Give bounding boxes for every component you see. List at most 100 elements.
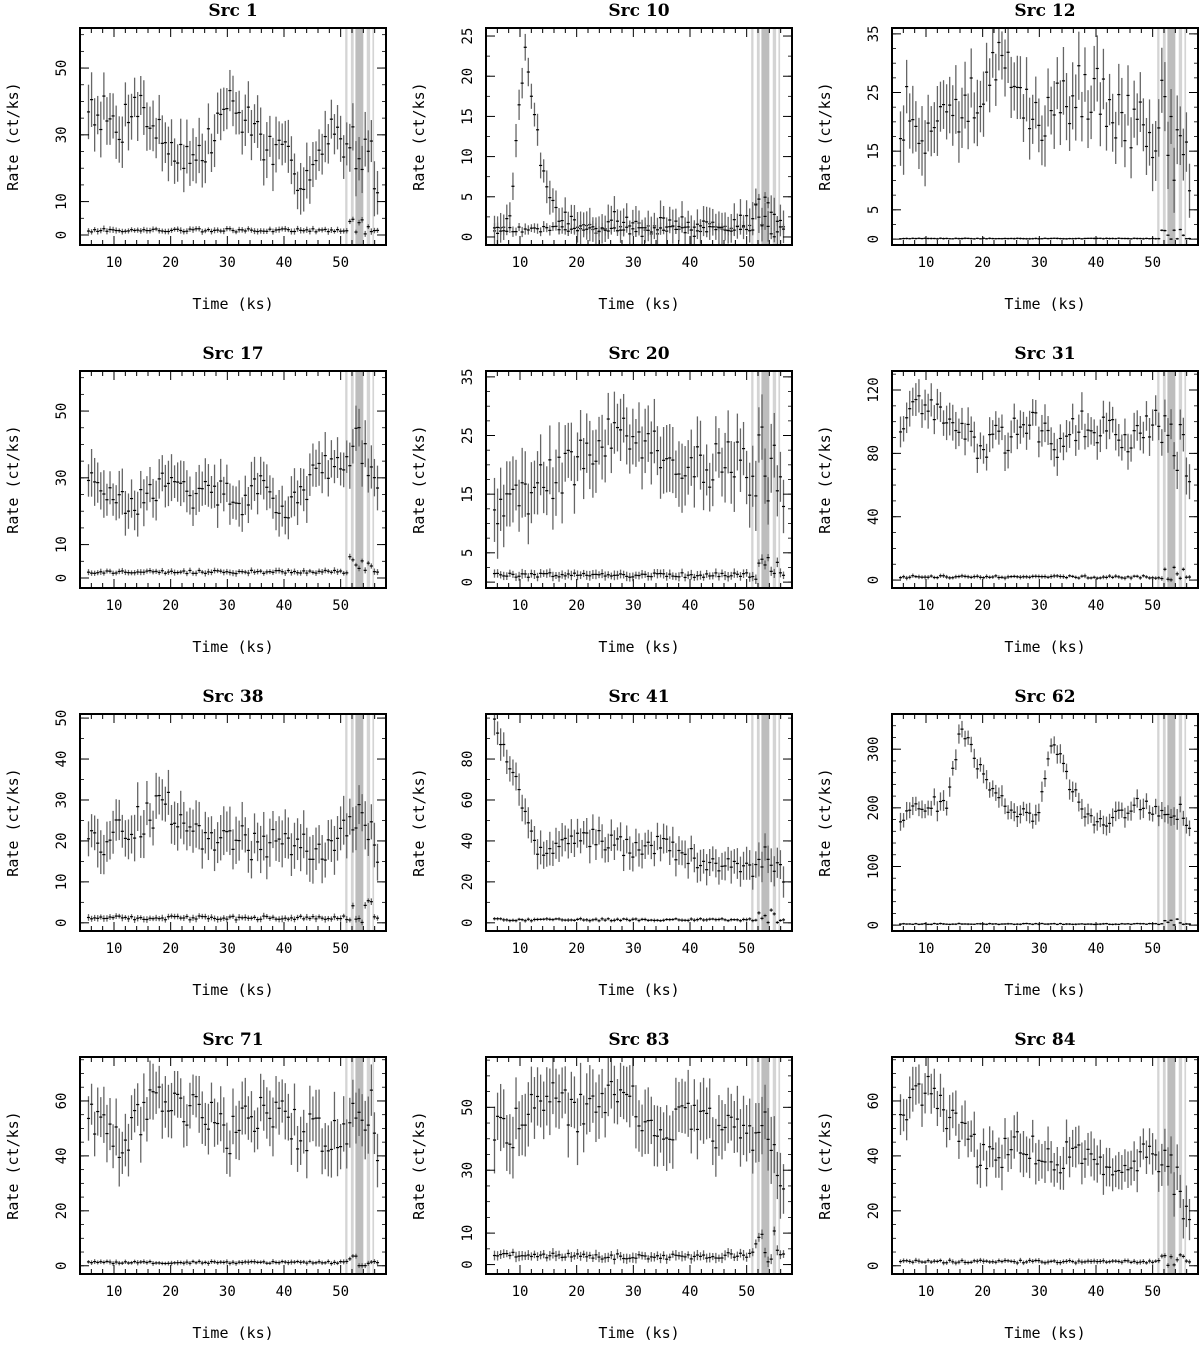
exclusion-band [757, 714, 760, 931]
x-tick-label: 30 [625, 941, 642, 957]
x-tick-label: 20 [568, 941, 585, 957]
y-axis-label: Rate (ct/ks) [410, 425, 428, 533]
plot-area [87, 1057, 379, 1274]
y-tick-label: 0 [460, 919, 476, 927]
x-tick-label: 40 [682, 941, 699, 957]
panel-title: Src 12 [1014, 1, 1075, 21]
x-axis-label: Time (ks) [192, 638, 273, 656]
y-tick-label: 10 [54, 536, 70, 553]
y-tick-label: 30 [54, 126, 70, 143]
exclusion-band [1179, 714, 1182, 931]
panel-title: Src 31 [1014, 344, 1075, 364]
y-tick-label: 0 [54, 1262, 70, 1270]
x-tick-label: 30 [625, 598, 642, 614]
x-tick-label: 30 [219, 255, 236, 271]
x-tick-label: 20 [162, 1284, 179, 1300]
y-tick-label: 0 [460, 233, 476, 241]
x-tick-label: 10 [918, 941, 935, 957]
y-tick-label: 30 [54, 469, 70, 486]
exclusion-band [351, 371, 354, 588]
y-axis-label: Rate (ct/ks) [816, 768, 834, 876]
y-tick-label: 60 [460, 792, 476, 809]
y-tick-label: 20 [460, 68, 476, 85]
y-tick-label: 0 [54, 574, 70, 582]
x-tick-label: 10 [106, 941, 123, 957]
x-tick-label: 30 [219, 941, 236, 957]
panel-title: Src 10 [608, 1, 669, 21]
x-tick-label: 10 [512, 598, 529, 614]
panel-title: Src 41 [608, 687, 669, 707]
x-tick-label: 40 [276, 941, 293, 957]
exclusion-band [761, 714, 769, 931]
x-tick-label: 20 [974, 255, 991, 271]
plot-area [87, 371, 379, 588]
y-tick-label: 40 [866, 508, 882, 525]
plot-area [493, 1052, 785, 1274]
y-tick-label: 10 [54, 873, 70, 890]
x-axis-label: Time (ks) [1004, 981, 1085, 999]
y-tick-label: 25 [460, 28, 476, 45]
x-tick-label: 30 [1031, 598, 1048, 614]
y-tick-label: 60 [54, 1093, 70, 1110]
y-tick-label: 0 [54, 231, 70, 239]
y-tick-label: 5 [866, 206, 882, 214]
x-tick-label: 40 [682, 598, 699, 614]
y-tick-label: 5 [460, 193, 476, 201]
x-tick-label: 20 [162, 598, 179, 614]
x-tick-label: 10 [918, 598, 935, 614]
y-tick-label: 0 [866, 235, 882, 243]
y-tick-label: 50 [54, 403, 70, 420]
y-tick-label: 35 [460, 368, 476, 385]
y-axis-label: Rate (ct/ks) [4, 82, 22, 190]
y-tick-label: 30 [54, 792, 70, 809]
y-tick-label: 20 [460, 873, 476, 890]
y-tick-label: 40 [54, 751, 70, 768]
y-tick-label: 80 [866, 445, 882, 462]
y-tick-label: 15 [460, 108, 476, 125]
x-axis-label: Time (ks) [1004, 638, 1085, 656]
x-tick-label: 40 [1088, 941, 1105, 957]
x-axis-label: Time (ks) [598, 981, 679, 999]
y-tick-label: 25 [866, 84, 882, 101]
x-tick-label: 30 [1031, 941, 1048, 957]
exclusion-band [1163, 28, 1166, 245]
x-axis-label: Time (ks) [192, 981, 273, 999]
x-axis-label: Time (ks) [598, 295, 679, 313]
exclusion-band [372, 1057, 374, 1274]
plot-area [87, 28, 379, 245]
y-tick-label: 40 [460, 832, 476, 849]
y-tick-label: 300 [866, 737, 882, 762]
exclusion-band [345, 371, 347, 588]
x-tick-label: 50 [332, 598, 349, 614]
x-tick-label: 30 [625, 255, 642, 271]
x-tick-label: 10 [918, 255, 935, 271]
y-tick-label: 5 [460, 549, 476, 557]
panel-title: Src 62 [1014, 687, 1075, 707]
y-tick-label: 50 [54, 60, 70, 77]
y-tick-label: 40 [54, 1147, 70, 1164]
x-tick-label: 40 [276, 1284, 293, 1300]
exclusion-band [367, 1057, 370, 1274]
x-tick-label: 10 [106, 255, 123, 271]
panel-title: Src 1 [208, 1, 257, 21]
plot-area [899, 714, 1191, 931]
y-tick-label: 0 [866, 921, 882, 929]
y-tick-label: 0 [54, 919, 70, 927]
exclusion-band [355, 28, 363, 245]
panel-title: Src 71 [202, 1030, 263, 1050]
plot-area [899, 371, 1191, 588]
exclusion-band [757, 371, 760, 588]
panel-title: Src 17 [202, 344, 263, 364]
exclusion-band [778, 714, 780, 931]
x-tick-label: 10 [106, 1284, 123, 1300]
y-tick-label: 10 [460, 148, 476, 165]
exclusion-band [773, 714, 776, 931]
y-tick-label: 15 [866, 143, 882, 160]
